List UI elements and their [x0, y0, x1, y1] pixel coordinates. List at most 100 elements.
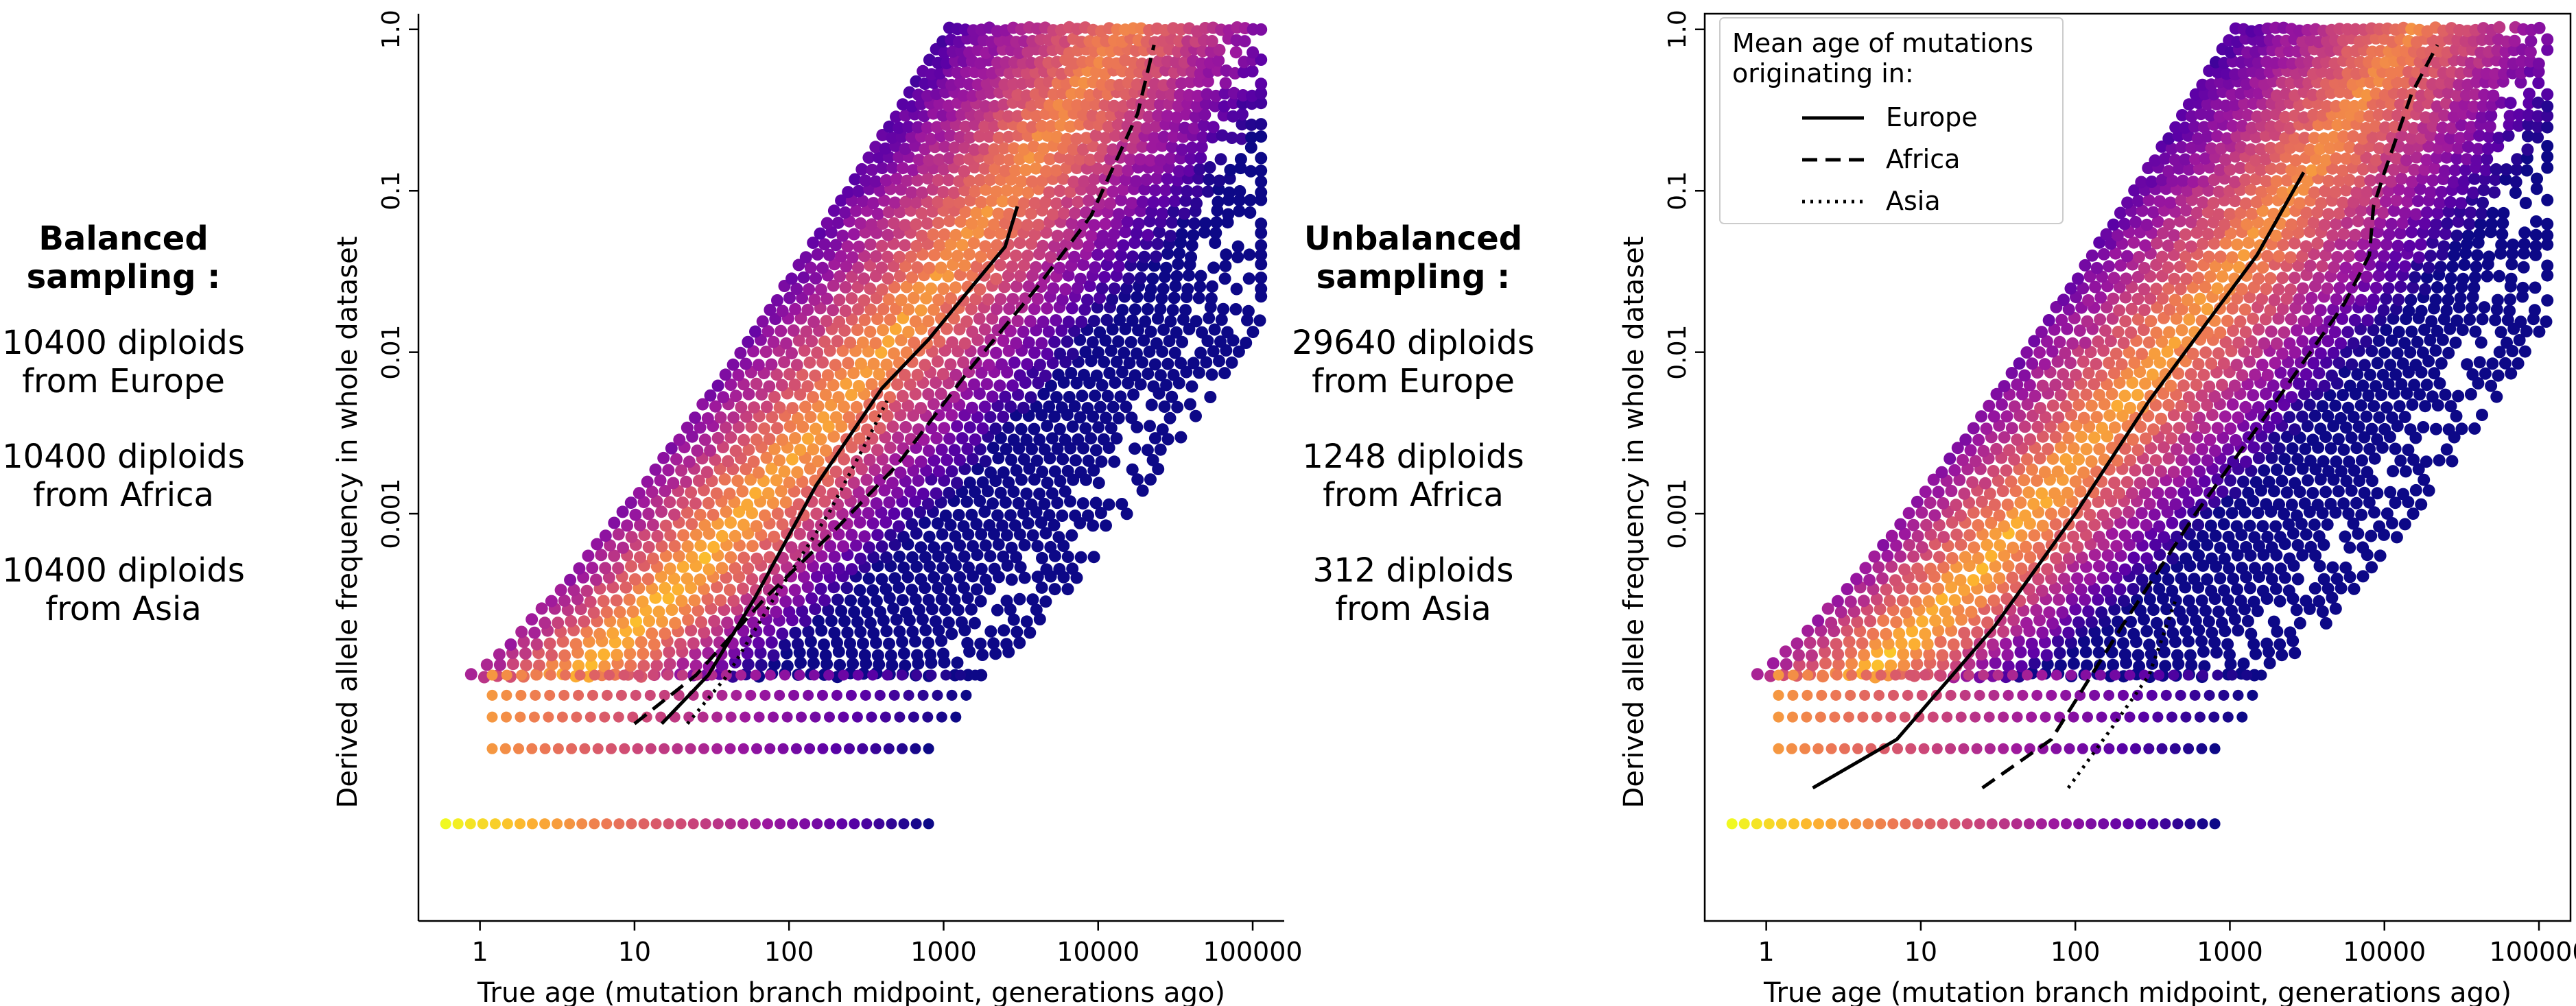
- density-hex: [2479, 367, 2492, 380]
- density-hex: [2000, 592, 2013, 606]
- density-hex: [1043, 509, 1056, 522]
- density-hex: [754, 647, 767, 659]
- density-hex: [2435, 357, 2448, 370]
- density-hex: [2110, 507, 2123, 520]
- density-hex: [1087, 219, 1100, 232]
- density-hex: [2250, 346, 2263, 359]
- density-hex: [2374, 549, 2387, 562]
- density-hex: [873, 422, 886, 435]
- density-hex: [700, 466, 713, 479]
- density-hex: [2123, 505, 2135, 518]
- density-hex: [1832, 658, 1845, 671]
- density-hex: [1042, 325, 1055, 338]
- density-hex: [875, 540, 888, 553]
- density-hex: [1948, 464, 1961, 477]
- density-hex: [1111, 118, 1124, 131]
- density-hex: [486, 743, 498, 754]
- density-hex: [2189, 153, 2201, 166]
- density-hex: [1036, 551, 1048, 564]
- density-hex: [2018, 369, 2031, 382]
- density-hex: [2074, 485, 2087, 498]
- density-hex: [747, 345, 760, 358]
- density-hex: [2052, 411, 2065, 424]
- density-hex: [1255, 118, 1268, 131]
- density-hex: [966, 453, 979, 466]
- density-hex: [788, 584, 801, 597]
- density-hex: [845, 270, 858, 283]
- density-hex: [2296, 462, 2309, 475]
- density-hex: [1097, 433, 1110, 446]
- density-hex: [2169, 121, 2182, 134]
- density-hex: [770, 368, 783, 381]
- density-hex: [1110, 217, 1123, 230]
- density-hex: [1019, 164, 1032, 176]
- density-hex: [2143, 497, 2156, 510]
- density-hex: [2057, 505, 2070, 518]
- density-hex: [2143, 743, 2155, 754]
- density-hex: [847, 367, 860, 380]
- density-hex: [2276, 76, 2289, 89]
- density-hex: [964, 194, 977, 207]
- density-hex: [2343, 379, 2356, 392]
- density-hex: [2166, 711, 2177, 723]
- density-hex: [908, 336, 921, 349]
- density-hex: [1231, 240, 1244, 253]
- density-hex: [1126, 250, 1139, 263]
- density-hex: [2049, 518, 2062, 531]
- density-hex: [2128, 357, 2141, 370]
- density-hex: [1117, 183, 1130, 196]
- density-hex: [2193, 465, 2206, 478]
- density-hex: [2347, 517, 2360, 530]
- density-hex: [2175, 399, 2188, 412]
- density-hex: [2269, 357, 2282, 370]
- density-hex: [2280, 174, 2293, 187]
- density-hex: [867, 669, 879, 681]
- density-hex: [2118, 390, 2131, 403]
- density-hex: [2017, 604, 2030, 617]
- density-hex: [2378, 346, 2391, 359]
- chart-panel-2: 1101001000100001000000.0010.010.11.0True…: [1618, 10, 2576, 1006]
- density-hex: [765, 462, 778, 475]
- density-hex: [2188, 573, 2201, 586]
- density-hex: [1192, 172, 1205, 185]
- density-hex: [710, 487, 723, 500]
- density-hex: [2518, 226, 2531, 239]
- density-cloud: [440, 21, 1268, 830]
- density-hex: [875, 506, 888, 519]
- density-hex: [1192, 366, 1205, 379]
- density-hex: [1116, 366, 1129, 379]
- density-hex: [2370, 154, 2383, 167]
- density-hex: [1074, 411, 1087, 424]
- density-hex: [464, 668, 477, 681]
- density-hex: [861, 818, 873, 830]
- density-hex: [2114, 549, 2127, 562]
- density-hex: [582, 635, 595, 648]
- density-hex: [501, 711, 512, 723]
- density-hex: [584, 595, 597, 608]
- density-hex: [2329, 602, 2342, 615]
- density-hex: [2280, 431, 2293, 443]
- density-hex: [1040, 226, 1053, 239]
- density-hex: [1975, 648, 1988, 661]
- density-hex: [814, 433, 827, 446]
- density-hex: [2129, 464, 2142, 477]
- density-hex: [2083, 508, 2096, 521]
- density-hex: [831, 689, 842, 701]
- density-hex: [1890, 539, 1903, 552]
- density-hex: [2300, 595, 2313, 608]
- density-hex: [1118, 346, 1131, 359]
- density-hex: [1233, 194, 1246, 207]
- density-hex: [796, 368, 809, 381]
- density-hex: [1010, 551, 1023, 564]
- density-hex: [1056, 510, 1069, 522]
- density-hex: [2270, 337, 2283, 350]
- density-hex: [1017, 143, 1030, 156]
- density-hex: [2014, 646, 2027, 658]
- density-hex: [646, 627, 659, 640]
- density-hex: [1144, 473, 1157, 486]
- density-hex: [2541, 150, 2554, 163]
- density-hex: [2298, 497, 2311, 510]
- density-hex: [1015, 422, 1028, 435]
- density-hex: [2355, 294, 2367, 307]
- density-hex: [2468, 172, 2481, 185]
